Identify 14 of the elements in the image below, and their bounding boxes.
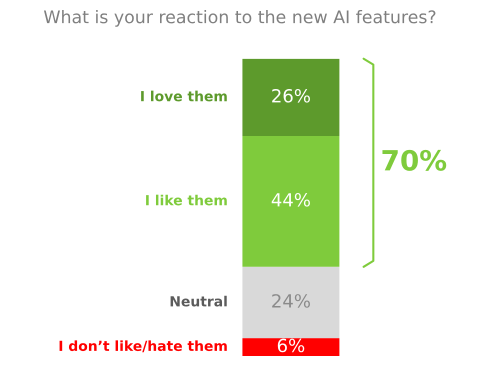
series-label: I love them	[141, 90, 227, 102]
chart-title: What is your reaction to the new AI features?	[44, 10, 436, 27]
series-label: I don’t like/hate them	[60, 340, 227, 352]
series-label: Neutral	[170, 296, 227, 307]
series-label: I like them	[146, 194, 227, 206]
data-label: 26%	[272, 88, 310, 103]
data-label: 44%	[272, 192, 310, 207]
bar	[242, 338, 340, 356]
bar	[242, 266, 340, 338]
text: 70%	[382, 150, 446, 171]
bar	[242, 58, 340, 136]
data-label: 24%	[272, 294, 310, 308]
bar	[242, 136, 340, 267]
data-label: 6%	[278, 338, 304, 352]
